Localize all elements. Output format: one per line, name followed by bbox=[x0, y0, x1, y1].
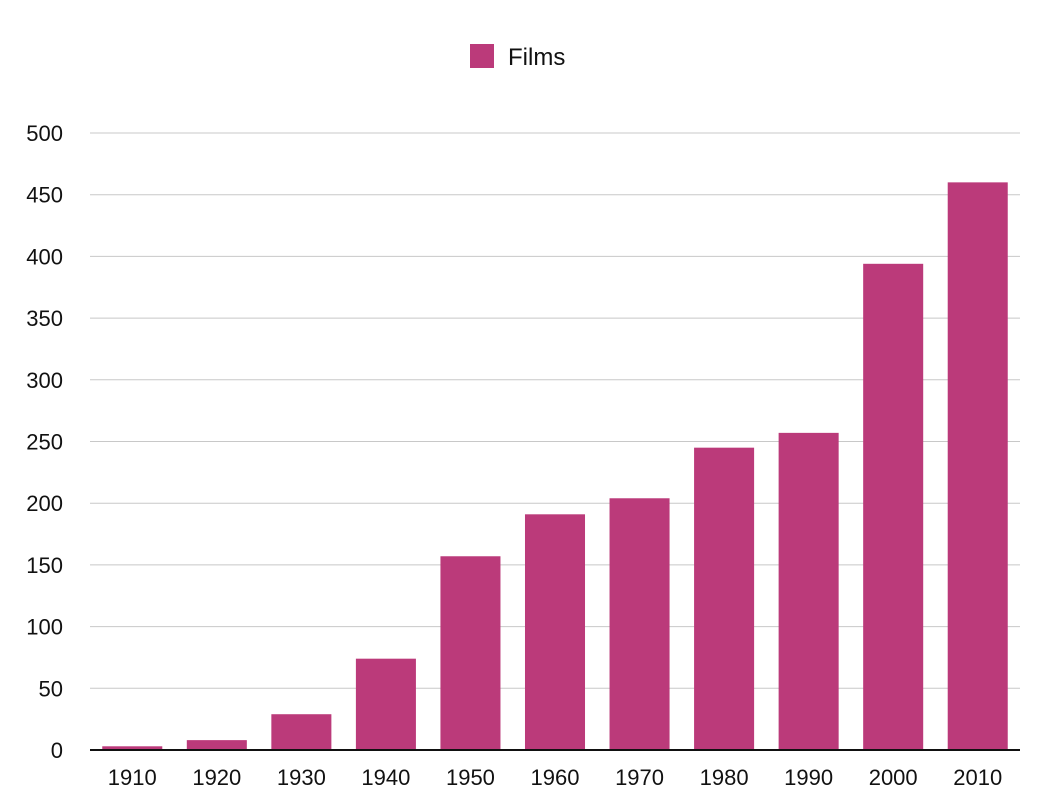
y-tick-label: 500 bbox=[26, 121, 63, 146]
x-tick-label: 1960 bbox=[531, 765, 580, 790]
y-tick-label: 200 bbox=[26, 491, 63, 516]
bar bbox=[524, 514, 586, 750]
x-tick-label: 2000 bbox=[869, 765, 918, 790]
bar bbox=[440, 556, 501, 750]
y-tick-label: 300 bbox=[26, 368, 63, 393]
bars bbox=[102, 182, 1008, 751]
y-tick-label: 250 bbox=[26, 430, 63, 455]
y-tick-label: 150 bbox=[26, 553, 63, 578]
legend-swatch bbox=[470, 44, 494, 68]
y-axis-ticks: 0 50 100 150 200 250 300 350 400 450 500 bbox=[26, 121, 63, 763]
bar bbox=[355, 658, 416, 750]
bar bbox=[947, 182, 1008, 751]
x-axis-ticks: 1910 1920 1930 1940 1950 1960 1970 1980 1990 2000… bbox=[108, 765, 1002, 790]
x-tick-label: 1920 bbox=[192, 765, 241, 790]
bar bbox=[863, 263, 924, 750]
bar bbox=[694, 447, 755, 750]
x-tick-label: 1910 bbox=[108, 765, 157, 790]
bar bbox=[186, 740, 247, 750]
y-tick-label: 450 bbox=[26, 183, 63, 208]
x-tick-label: 1990 bbox=[784, 765, 833, 790]
y-tick-label: 0 bbox=[51, 738, 63, 763]
y-tick-label: 350 bbox=[26, 306, 63, 331]
y-tick-label: 50 bbox=[39, 676, 63, 701]
legend: Films bbox=[470, 44, 565, 71]
x-tick-label: 1950 bbox=[446, 765, 495, 790]
x-tick-label: 1930 bbox=[277, 765, 326, 790]
bar bbox=[609, 498, 670, 750]
x-tick-label: 1940 bbox=[361, 765, 410, 790]
x-tick-label: 2010 bbox=[953, 765, 1002, 790]
bar bbox=[271, 714, 332, 750]
legend-label: Films bbox=[508, 44, 565, 71]
x-tick-label: 1970 bbox=[615, 765, 664, 790]
bar bbox=[778, 432, 839, 750]
y-tick-label: 400 bbox=[26, 244, 63, 269]
bar bbox=[102, 746, 163, 750]
y-tick-label: 100 bbox=[26, 615, 63, 640]
gridlines bbox=[90, 132, 1020, 689]
x-tick-label: 1980 bbox=[700, 765, 749, 790]
